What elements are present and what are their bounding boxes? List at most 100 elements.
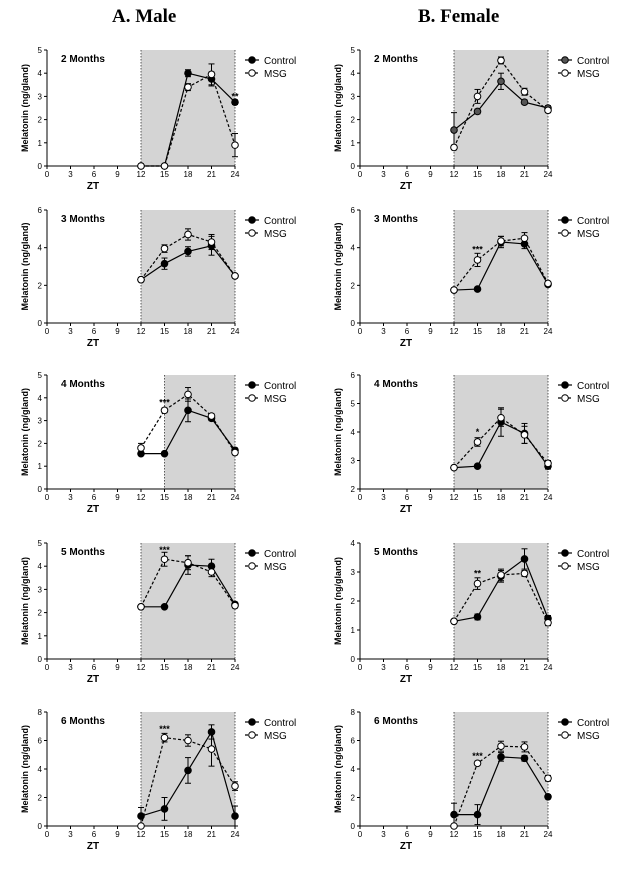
y-tick-label: 4 — [351, 539, 356, 548]
data-point — [137, 822, 145, 830]
x-tick-label: 0 — [45, 493, 50, 502]
x-tick-label: 24 — [231, 830, 240, 839]
data-point — [184, 230, 192, 239]
x-tick-label: 15 — [160, 170, 169, 179]
y-tick-label: 2 — [38, 439, 43, 448]
y-tick-label: 2 — [351, 116, 356, 125]
y-tick-label: 5 — [38, 539, 43, 548]
data-point — [497, 77, 505, 86]
x-tick-label: 12 — [450, 830, 459, 839]
x-tick-label: 21 — [207, 170, 216, 179]
y-tick-label: 0 — [38, 162, 43, 171]
data-point — [137, 444, 145, 452]
data-point — [184, 83, 192, 91]
data-point — [497, 742, 505, 751]
x-tick-label: 24 — [231, 327, 240, 336]
x-tick-label: 15 — [160, 830, 169, 839]
data-point — [207, 412, 216, 420]
x-tick-label: 18 — [184, 663, 193, 672]
x-axis-label: ZT — [400, 504, 412, 515]
y-tick-label: 4 — [38, 765, 43, 774]
x-axis-label: ZT — [400, 181, 412, 192]
data-point — [184, 736, 192, 745]
dark-phase-shading — [454, 210, 548, 323]
dark-phase-shading — [454, 543, 548, 659]
data-point — [497, 413, 505, 422]
x-tick-label: 12 — [137, 493, 146, 502]
legend-marker — [248, 562, 256, 570]
x-tick-label: 18 — [497, 830, 506, 839]
x-tick-label: 24 — [544, 170, 553, 179]
y-tick-label: 4 — [351, 765, 356, 774]
x-tick-label: 21 — [520, 663, 529, 672]
x-tick-label: 3 — [381, 493, 386, 502]
legend-label: Control — [264, 216, 296, 227]
data-point — [450, 617, 458, 626]
data-point — [497, 56, 505, 65]
x-tick-label: 6 — [92, 830, 97, 839]
y-tick-label: 4 — [38, 69, 43, 78]
significance-marker: *** — [159, 724, 170, 734]
x-tick-label: 21 — [207, 830, 216, 839]
x-tick-label: 24 — [231, 170, 240, 179]
data-point — [544, 106, 552, 115]
x-axis-label: ZT — [87, 841, 99, 852]
data-point — [473, 579, 482, 588]
legend-marker — [561, 56, 569, 64]
y-tick-label: 6 — [38, 206, 43, 215]
data-point — [450, 810, 458, 819]
data-point — [473, 810, 482, 819]
legend-label: Control — [264, 718, 296, 729]
y-tick-label: 1 — [38, 139, 43, 148]
y-tick-label: 1 — [351, 626, 356, 635]
significance-marker: ** — [474, 568, 482, 578]
data-point — [231, 812, 239, 820]
significance-marker: *** — [472, 751, 483, 761]
x-axis-label: ZT — [87, 674, 99, 685]
legend-label: Control — [264, 549, 296, 560]
y-tick-label: 5 — [351, 46, 356, 55]
x-tick-label: 0 — [45, 830, 50, 839]
data-point — [450, 126, 458, 134]
x-axis-label: ZT — [87, 504, 99, 515]
x-tick-label: 15 — [473, 170, 482, 179]
y-tick-label: 5 — [38, 46, 43, 55]
data-point — [544, 774, 552, 783]
y-tick-label: 2 — [351, 597, 356, 606]
x-tick-label: 0 — [358, 663, 363, 672]
y-tick-label: 2 — [38, 116, 43, 125]
data-point — [497, 237, 505, 245]
y-tick-label: 6 — [351, 371, 356, 380]
data-point — [184, 558, 192, 567]
x-axis-label: ZT — [87, 181, 99, 192]
x-tick-label: 9 — [115, 493, 120, 502]
data-point — [137, 275, 145, 284]
data-point — [473, 256, 482, 264]
data-point — [160, 449, 169, 458]
x-tick-label: 6 — [405, 663, 410, 672]
data-point — [160, 244, 169, 253]
x-tick-label: 3 — [381, 327, 386, 336]
x-tick-label: 3 — [68, 170, 73, 179]
legend-label: Control — [577, 56, 609, 67]
legend-label: Control — [577, 718, 609, 729]
legend-marker — [248, 394, 256, 402]
significance-marker: *** — [159, 397, 170, 407]
data-point — [184, 406, 192, 415]
data-point — [520, 743, 529, 751]
legend-label: Control — [264, 56, 296, 67]
data-point — [473, 107, 482, 116]
data-point — [231, 448, 239, 457]
data-point — [473, 92, 482, 101]
legend-label: MSG — [264, 229, 287, 240]
y-axis-label: Melatonin (ng/gland) — [20, 725, 30, 813]
x-tick-label: 24 — [544, 327, 553, 336]
y-tick-label: 6 — [38, 737, 43, 746]
data-point — [544, 792, 552, 801]
legend-marker — [248, 229, 256, 237]
x-tick-label: 6 — [92, 663, 97, 672]
y-tick-label: 4 — [351, 69, 356, 78]
